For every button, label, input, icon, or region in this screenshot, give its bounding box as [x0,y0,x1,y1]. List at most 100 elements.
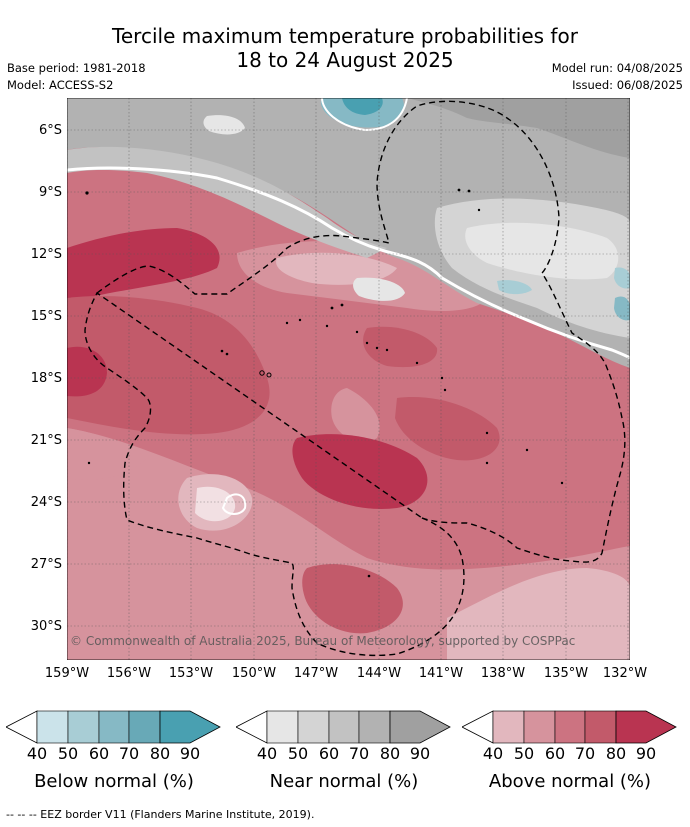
colorbar-near-bin-2 [297,710,330,744]
near-normal-90-region-north [67,98,630,158]
colorbar-above-bin-4 [584,710,617,744]
colorbar-above-tick-60: 60 [544,744,566,763]
colorbar-below-extend-low [6,710,38,744]
lon-label-138w: 138°W [480,666,526,681]
colorbar-near-extend-high [389,710,451,744]
near-normal-70-region-north [67,98,630,368]
map-title-line1: Tercile maximum temperature probabilitie… [112,24,578,48]
above-normal-50-region-southeast [447,568,630,660]
eez-border-line-1 [96,100,626,563]
colorbar-above-tick-70: 70 [574,744,596,763]
probability-map-canvas [67,98,630,660]
colorbar-below-tick-60: 60 [88,744,110,763]
island-marker-15 [415,361,419,365]
lat-label-21s: 21°S [30,433,62,448]
lat-label-30s: 30°S [30,619,62,634]
island-marker-4 [285,321,289,325]
colorbar-above-extend-low [462,710,494,744]
island-marker-6 [325,324,329,328]
above-normal-90-region-central [292,434,428,509]
below-normal-90-region [342,98,383,115]
model-label: Model: ACCESS-S2 [7,78,114,92]
colorbar-above-bin-1 [492,710,525,744]
probability-boundary-contour-4 [221,493,247,515]
colorbar-below-tick-40: 40 [26,744,48,763]
colorbar-near-bin-3 [328,710,360,744]
colorbar-below-title: Below normal (%) [34,771,194,792]
colorbar-near-normal [236,710,451,744]
above-normal-80-region-south [302,564,403,634]
island-marker-25 [467,189,471,193]
issued-label: Issued: 06/08/2025 [572,78,683,92]
lat-label-6s: 6°S [38,123,62,138]
island-marker-17 [443,388,447,392]
island-marker-21 [560,481,564,485]
colorbar-above-title: Above normal (%) [488,771,652,792]
colorbar-above-extend-high [615,710,677,744]
island-marker-12 [385,348,389,352]
lon-label-153w: 153°W [168,666,214,681]
colorbar-above-bin-3 [554,710,586,744]
map-title-line2: 18 to 24 August 2025 [236,48,454,72]
colorbar-near-bin-4 [358,710,391,744]
island-marker-24 [457,188,461,192]
island-marker-19 [485,461,489,465]
island-markers [85,188,564,578]
colorbar-below-tick-90: 90 [179,744,201,763]
island-marker-8 [340,303,344,307]
colorbar-near-tick-60: 60 [318,744,340,763]
colorbar-below-tick-80: 80 [149,744,171,763]
colorbar-above-normal [462,710,677,744]
colorbar-near-tick-80: 80 [379,744,401,763]
above-normal-80-region-west [67,296,270,435]
near-normal-40-patch-north [203,115,245,135]
lat-label-18s: 18°S [30,371,62,386]
lon-label-132w: 132°W [602,666,648,681]
island-marker-26 [477,208,481,212]
lon-label-147w: 147°W [293,666,339,681]
colorbar-near-bin-1 [266,710,299,744]
colorbar-below-tick-70: 70 [118,744,140,763]
lat-label-15s: 15°S [30,309,62,324]
island-marker-9 [355,330,359,334]
island-marker-10 [365,341,369,345]
island-marker-3 [225,352,229,356]
lat-label-24s: 24°S [30,495,62,510]
lon-label-150w: 150°W [231,666,277,681]
lon-label-159w: 159°W [44,666,90,681]
above-normal-80-patch-4 [395,397,500,461]
colorbar-near-tick-40: 40 [256,744,278,763]
model-run-label: Model run: 04/08/2025 [551,61,683,75]
colorbar-below-bin-4 [128,710,161,744]
lon-label-144w: 144°W [356,666,402,681]
probability-map [67,98,630,660]
map-gridlines [67,98,630,660]
colorbar-near-title: Near normal (%) [269,771,419,792]
eez-borders [84,100,626,657]
colorbar-near-tick-50: 50 [287,744,309,763]
near-normal-40-region-east [465,222,619,280]
above-normal-40-patch-1 [195,486,236,522]
island-marker-7 [330,306,334,310]
colorbar-near-tick-70: 70 [348,744,370,763]
copyright-notice: © Commonwealth of Australia 2025, Bureau… [70,634,576,648]
colorbar-below-bin-3 [98,710,130,744]
colorbar-below-tick-50: 50 [57,744,79,763]
lat-label-12s: 12°S [30,247,62,262]
island-marker-14 [266,372,272,378]
island-marker-18 [485,431,489,435]
near-normal-40-patch-central [353,277,405,301]
lon-label-141w: 141°W [418,666,464,681]
island-marker-2 [220,349,224,353]
above-normal-60-region-west [67,428,147,480]
colorbar-near-tick-90: 90 [409,744,431,763]
lat-label-9s: 9°S [38,185,62,200]
island-marker-20 [525,448,529,452]
colorbar-below-extend-high [159,710,221,744]
colorbar-above-tick-90: 90 [635,744,657,763]
near-normal-60-band [67,146,387,258]
lon-label-156w: 156°W [106,666,152,681]
above-normal-50-stripe [276,252,397,285]
below-normal-60-patch-east [614,267,630,289]
colorbar-above-tick-80: 80 [605,744,627,763]
